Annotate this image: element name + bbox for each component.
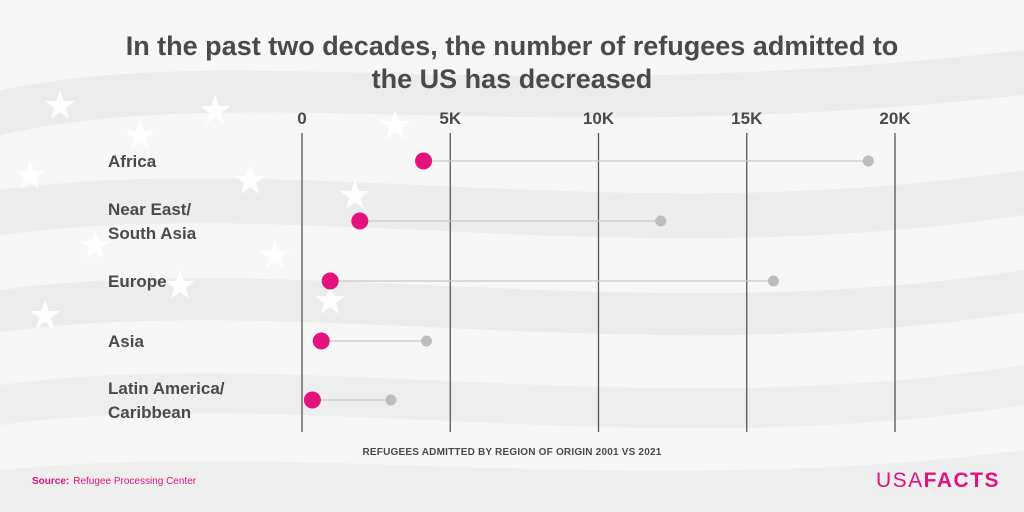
source-label: Source: <box>32 476 70 487</box>
past-value-dot <box>655 215 667 227</box>
source-text: Refugee Processing Center <box>73 476 197 487</box>
x-tick-label: 20K <box>879 109 911 128</box>
logo-part2: FACTS <box>923 469 1000 492</box>
current-value-dot <box>321 272 339 290</box>
current-value-dot <box>415 152 433 170</box>
x-tick-label: 0 <box>297 109 306 128</box>
chart-subtitle: REFUGEES ADMITTED BY REGION OF ORIGIN 20… <box>362 447 662 458</box>
chart-title: In the past two decades, the number of r… <box>125 31 899 94</box>
current-value-dot <box>351 212 369 230</box>
x-tick-label: 10K <box>583 109 615 128</box>
past-value-dot <box>862 155 874 167</box>
past-value-dot <box>421 335 433 347</box>
category-label: Europe <box>108 272 167 291</box>
category-label: Asia <box>108 332 144 351</box>
current-value-dot <box>312 332 330 350</box>
category-label: Africa <box>108 152 157 171</box>
usafacts-logo: USAFACTS <box>876 469 1000 493</box>
past-value-dot <box>767 275 779 287</box>
logo-part1: USA <box>875 469 924 492</box>
category-label: Near East/South Asia <box>108 200 197 243</box>
past-value-dot <box>385 394 397 406</box>
x-tick-label: 15K <box>731 109 763 128</box>
category-label: Latin America/Caribbean <box>108 379 225 422</box>
current-value-dot <box>303 391 321 409</box>
x-tick-label: 5K <box>439 109 461 128</box>
source-note: Source: Refugee Processing Center <box>32 476 196 487</box>
